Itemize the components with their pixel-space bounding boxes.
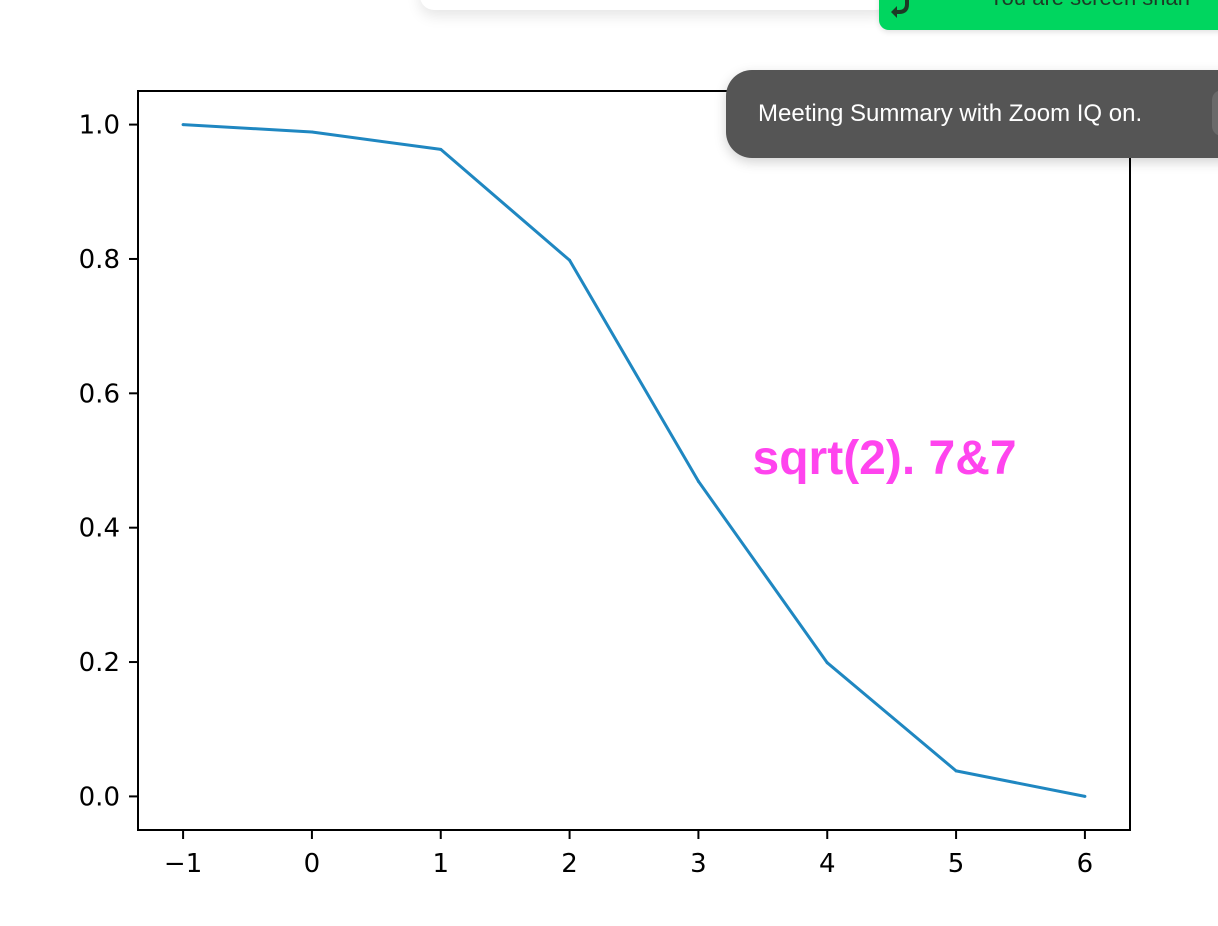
y-tick-label: 0.8 <box>79 245 120 275</box>
series-line <box>183 123 1086 798</box>
x-tick-label: 3 <box>690 849 707 879</box>
toast-action-button[interactable] <box>1212 90 1218 136</box>
x-tick-label: −1 <box>164 849 202 879</box>
data-point <box>954 769 958 773</box>
screen-share-banner[interactable]: You are screen shari <box>879 0 1218 30</box>
y-tick-label: 0.0 <box>79 782 120 812</box>
x-tick-label: 6 <box>1077 849 1094 879</box>
data-point <box>439 147 443 151</box>
y-tick-label: 1.0 <box>79 111 120 141</box>
data-point <box>1083 794 1087 798</box>
share-arrow-icon <box>891 0 909 18</box>
data-point <box>696 479 700 483</box>
points-layer <box>181 123 1087 798</box>
meeting-summary-toast: Meeting Summary with Zoom IQ on. <box>726 70 1218 158</box>
x-tick-label: 4 <box>819 849 836 879</box>
background-window <box>420 0 890 10</box>
data-point <box>181 123 185 127</box>
plot-frame <box>137 90 1131 831</box>
x-tick-label: 0 <box>304 849 321 879</box>
y-tick-label: 0.6 <box>79 379 120 409</box>
ticks-layer: −1 0 1 2 3 4 5 6 0.0 0.2 0.4 0.6 0.8 1.0 <box>79 111 1094 879</box>
data-point <box>568 258 572 262</box>
x-tick-label: 2 <box>561 849 578 879</box>
y-tick-label: 0.2 <box>79 648 120 678</box>
toast-text: Meeting Summary with Zoom IQ on. <box>758 100 1143 127</box>
share-banner-text: You are screen shari <box>989 0 1190 9</box>
data-point <box>825 661 829 665</box>
x-tick-label: 1 <box>432 849 449 879</box>
annotation-text: sqrt(2). 7&7 <box>753 432 1017 485</box>
y-tick-label: 0.4 <box>79 514 120 544</box>
data-point <box>310 130 314 134</box>
x-tick-label: 5 <box>948 849 965 879</box>
